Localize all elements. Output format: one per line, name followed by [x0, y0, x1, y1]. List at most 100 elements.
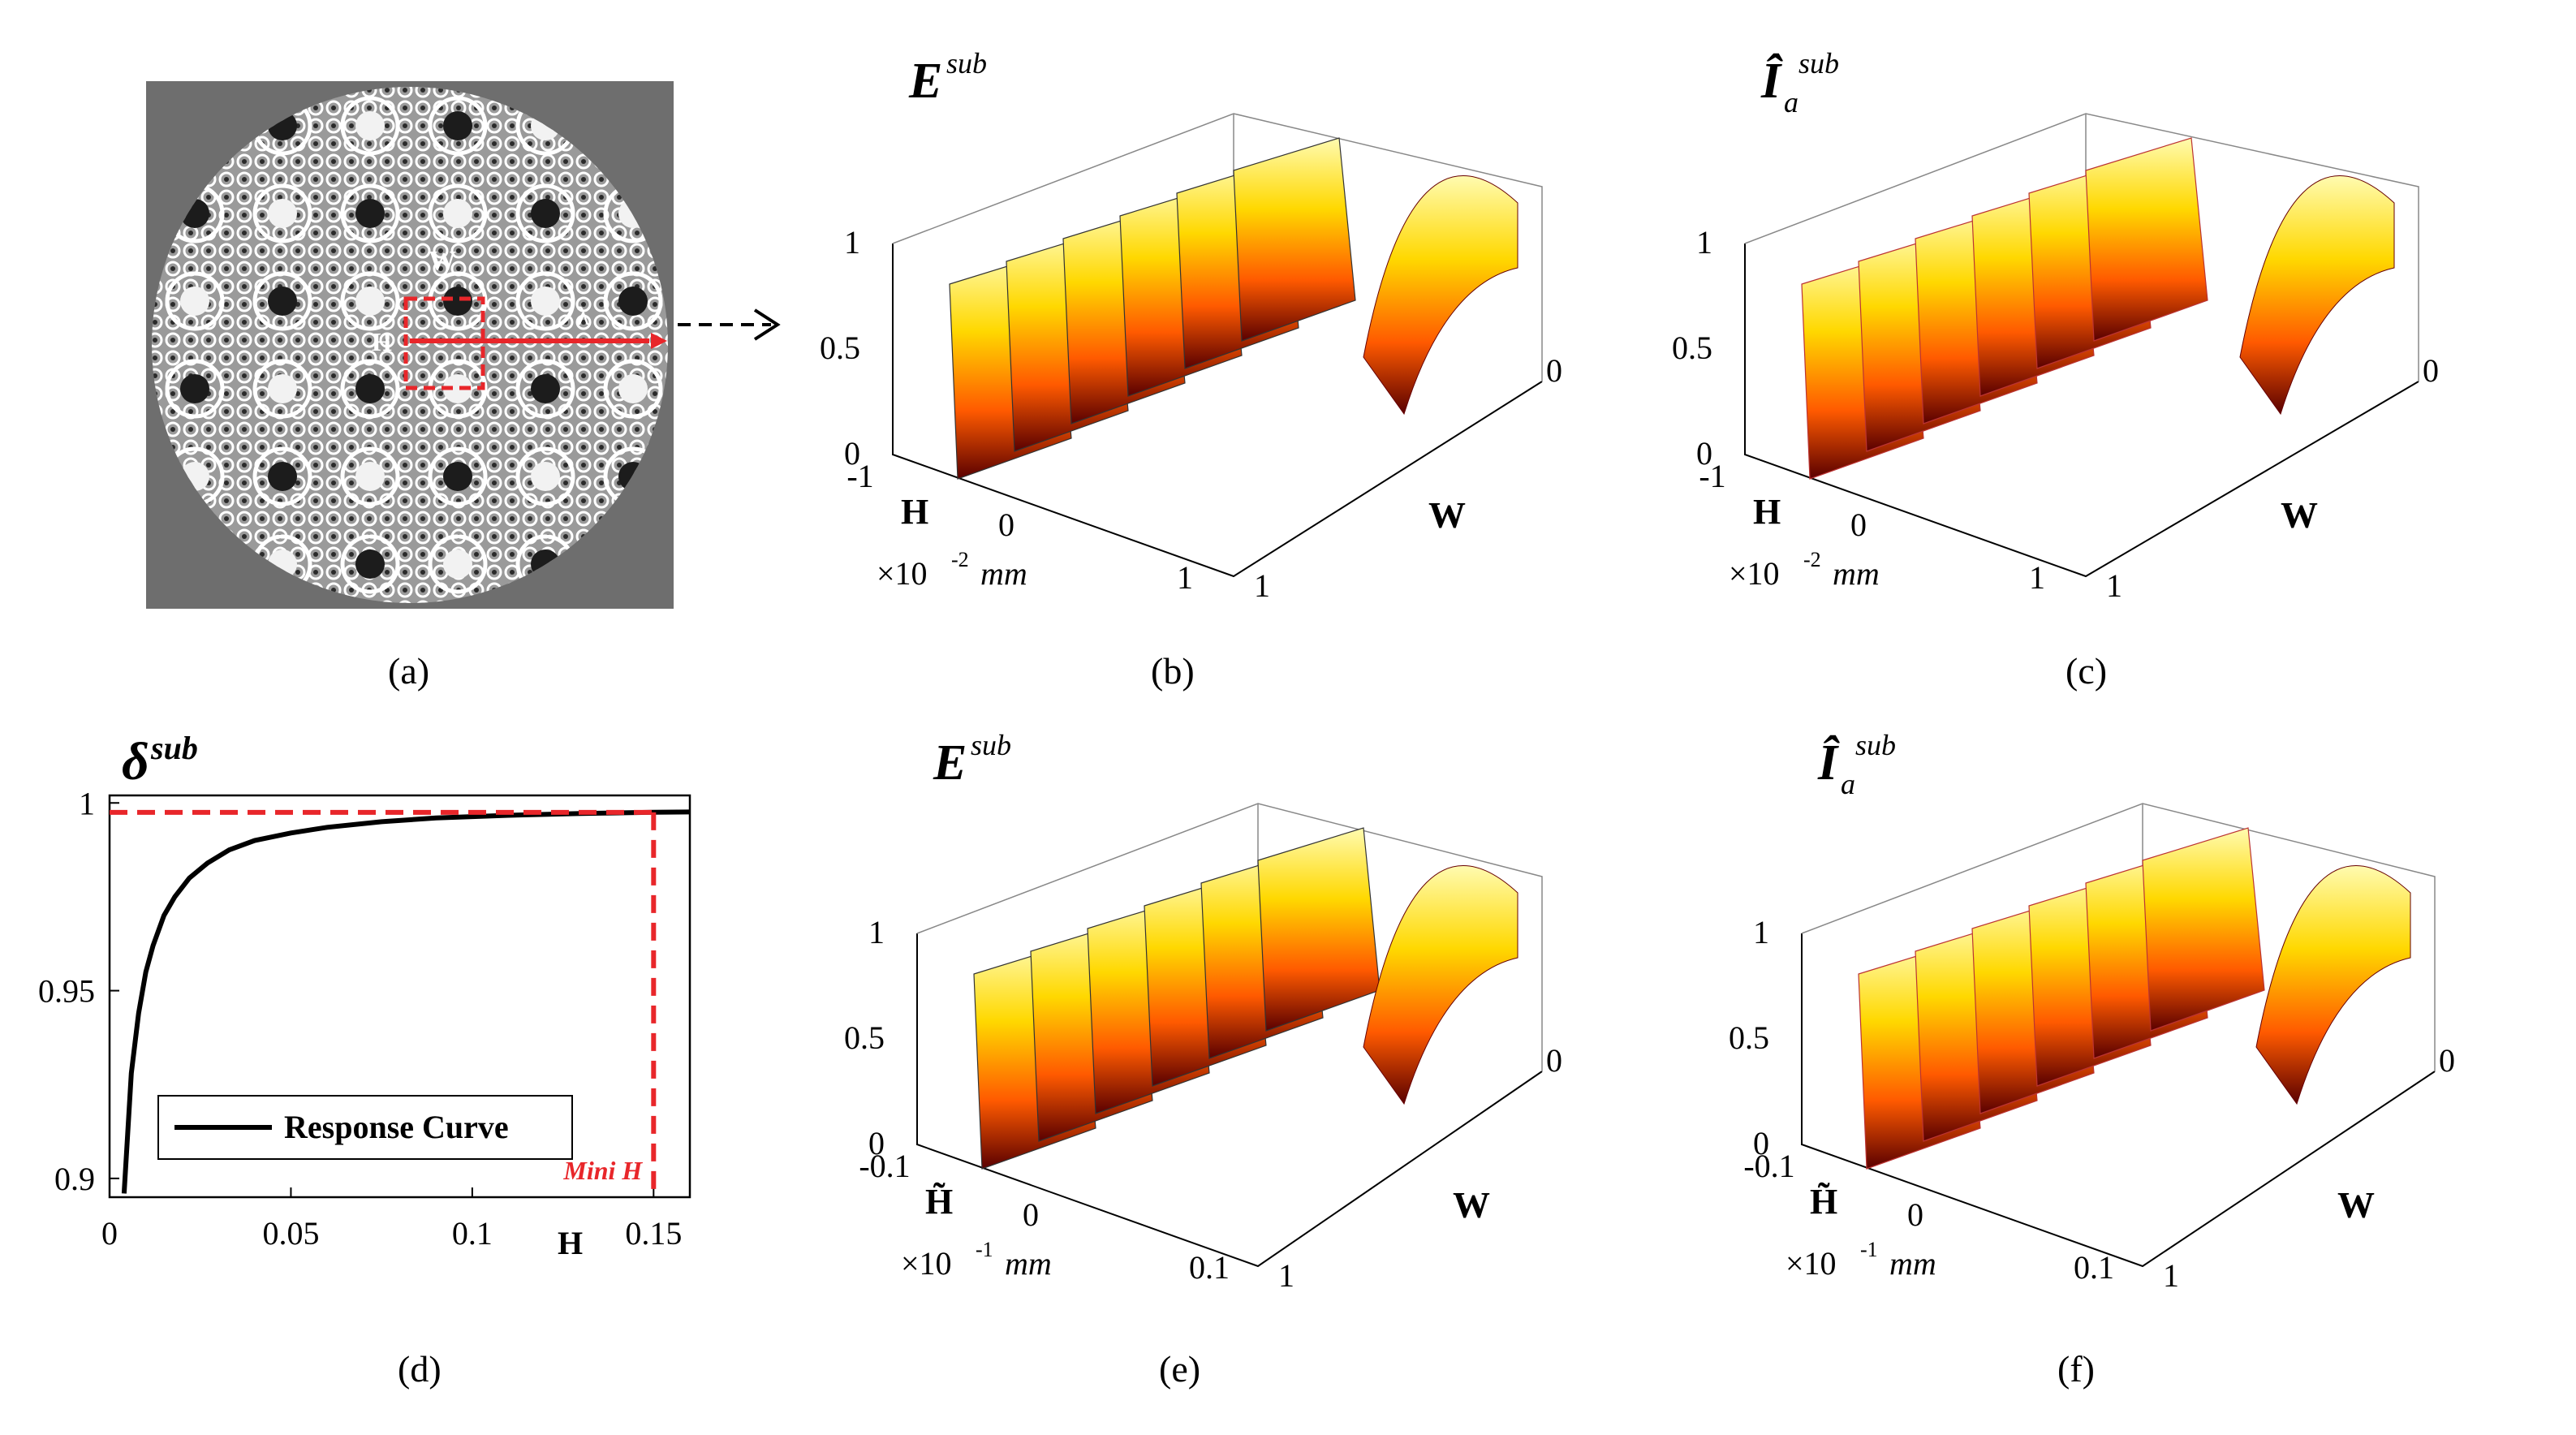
z-tick-label: 0.5	[820, 330, 860, 366]
unit-exponent: -2	[1803, 548, 1821, 571]
unit-exponent: -2	[951, 548, 969, 571]
fringe-spot	[180, 374, 209, 403]
fringe-spot	[355, 199, 385, 228]
unit-label: ×10	[877, 555, 928, 592]
h-tick-label: 0	[998, 506, 1014, 543]
w-tick-label: 0	[1546, 1042, 1562, 1079]
h-tick-label: 0.1	[1189, 1249, 1230, 1286]
plot-title-sub: a	[1841, 768, 1855, 800]
h-axis-label: H̃	[1810, 1182, 1837, 1222]
fringe-spot	[618, 287, 648, 316]
caption-f: (f)	[2057, 1348, 2095, 1390]
fringe-spot	[355, 287, 385, 316]
w-tick-label: 1	[2106, 567, 2122, 604]
box-back	[892, 113, 1543, 381]
fringe-spot	[531, 287, 560, 316]
fringe-spot	[618, 374, 648, 403]
unit-mm: mm	[1889, 1245, 1936, 1282]
legend-label: Response Curve	[284, 1109, 509, 1145]
w-axis-label: W	[1428, 494, 1466, 536]
sub-aperture-box	[403, 296, 485, 390]
fringe-ring	[252, 359, 312, 419]
z-tick-label: 1	[1696, 224, 1712, 261]
fringe-ring	[340, 359, 400, 419]
h-tick-label: -1	[1699, 458, 1725, 494]
fringe-spot	[443, 462, 472, 491]
surface-sheet	[2085, 137, 2208, 342]
h-tick-label: 1	[1177, 559, 1193, 596]
h-axis-label: H	[901, 492, 928, 532]
caption-e: (e)	[1159, 1348, 1201, 1390]
fringe-ring	[428, 96, 488, 156]
fringe-spot	[443, 111, 472, 140]
w-tick-label: 1	[1278, 1257, 1294, 1294]
plot-title-sub: a	[1784, 86, 1798, 119]
fringe-ring	[515, 446, 575, 506]
surface-arch	[2239, 175, 2395, 416]
plot-title: E	[908, 54, 942, 109]
fringe-spot	[268, 462, 297, 491]
w-axis-label: W	[1453, 1184, 1490, 1226]
plot-title-sup: sub	[971, 730, 1011, 761]
panel-a: W H λ	[146, 81, 674, 609]
unit-label: ×10	[901, 1245, 952, 1282]
fringe-spot	[531, 199, 560, 228]
fringe-ring	[340, 446, 400, 506]
caption-b: (b)	[1151, 650, 1195, 692]
fringe-ring	[515, 359, 575, 419]
surface-sheet	[1233, 137, 1356, 342]
surface-arch	[2255, 865, 2411, 1105]
fringe-ring	[515, 271, 575, 331]
fringe-spot	[355, 111, 385, 140]
fringe-spot	[268, 287, 297, 316]
fringe-spot	[355, 462, 385, 491]
fringe-ring	[165, 271, 225, 331]
unit-label: ×10	[1729, 555, 1780, 592]
y-tick-label: 0.9	[54, 1161, 95, 1197]
w-tick-label: 1	[2163, 1257, 2179, 1294]
x-tick-label: 0	[101, 1215, 118, 1252]
box-axes	[1801, 933, 2436, 1268]
w-axis-label: W	[2281, 494, 2318, 536]
panel-d-chart: 0 0.05 0.1 0.15 0.9 0.95 1δ sub H Mini H Response …	[38, 730, 691, 1261]
z-tick-label: 0.5	[1729, 1019, 1769, 1056]
fringe-spot	[268, 374, 297, 403]
unit-exponent: -1	[1860, 1238, 1878, 1261]
unit-mm: mm	[980, 555, 1027, 592]
h-tick-label: 0	[1850, 506, 1867, 543]
fringe-spot	[443, 374, 472, 403]
unit-exponent: -1	[976, 1238, 993, 1261]
plot-title: E	[933, 735, 967, 791]
unit-label: ×10	[1786, 1245, 1837, 1282]
label-lambda: λ	[576, 301, 589, 330]
z-tick-label: 0.5	[1672, 330, 1712, 366]
z-tick-label: 0	[844, 435, 860, 472]
h-tick-label: 1	[2029, 559, 2045, 596]
surface-sheet	[2142, 827, 2265, 1032]
h-tick-label: 0	[1023, 1196, 1039, 1233]
fringe-ring	[252, 183, 312, 243]
caption-a: (a)	[388, 650, 430, 692]
fringe-spot	[531, 374, 560, 403]
fringe-ring	[165, 359, 225, 419]
x-tick-label: 0.05	[262, 1215, 319, 1252]
z-tick-label: 1	[844, 224, 860, 261]
red-arrow-head	[651, 333, 667, 349]
fringe-ring	[515, 183, 575, 243]
chart-title-sup: sub	[150, 730, 198, 766]
fringe-spot	[443, 549, 472, 579]
plot-title: Î	[1760, 54, 1783, 109]
surface-sheet	[1257, 827, 1381, 1032]
fringe-spot	[180, 287, 209, 316]
box-axes	[1744, 243, 2419, 578]
fringe-spot	[443, 287, 472, 316]
plot-title: Î	[1817, 735, 1840, 791]
box-axes	[916, 933, 1543, 1268]
fringe-ring	[252, 271, 312, 331]
fringe-ring	[603, 271, 663, 331]
